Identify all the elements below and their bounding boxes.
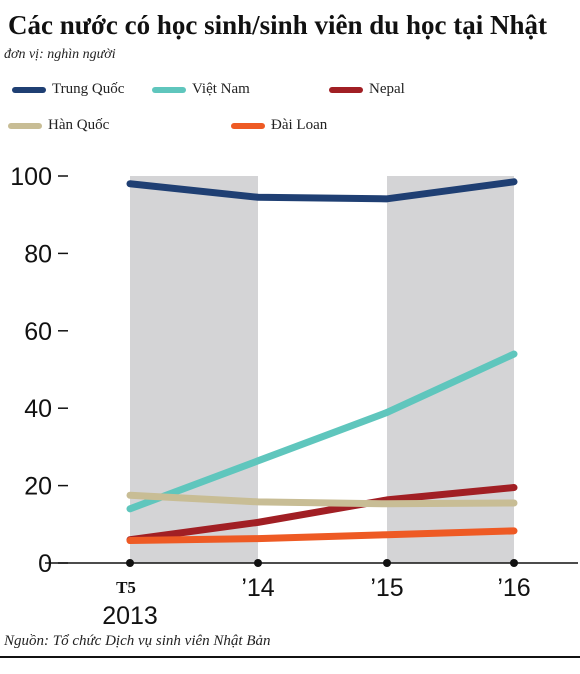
legend-label: Nepal <box>369 81 405 97</box>
x-tick-label-bottom-0: 2013 <box>102 602 158 630</box>
series-line-3 <box>126 491 518 508</box>
x-tick-label-top-2: ’15 <box>370 574 403 602</box>
legend-swatch <box>152 87 186 93</box>
legend-swatch <box>8 123 42 129</box>
series-line-1 <box>126 350 518 513</box>
legend-label: Trung Quốc <box>52 81 125 97</box>
y-tick-label-60: 60 <box>24 318 52 346</box>
series-line-2 <box>126 484 518 544</box>
y-tick-label-100: 100 <box>10 163 52 191</box>
legend-label: Hàn Quốc <box>48 117 110 133</box>
chart-title: Các nước có học sinh/sinh viên du học tạ… <box>8 10 547 40</box>
y-tick-label-40: 40 <box>24 395 52 423</box>
unit-note: đơn vị: nghìn người <box>4 47 116 62</box>
bottom-rule <box>0 656 580 658</box>
x-tick-dot-1 <box>254 559 262 567</box>
series-line-4 <box>126 527 518 545</box>
x-tick-dot-2 <box>383 559 391 567</box>
y-tick-label-80: 80 <box>24 240 52 268</box>
legend-swatch <box>12 87 46 93</box>
x-tick-label-top-0: T5 <box>116 578 136 597</box>
x-tick-dot-0 <box>126 559 134 567</box>
x-tick-label-top-1: ’14 <box>241 574 274 602</box>
series-line-0 <box>126 178 518 203</box>
y-tick-label-20: 20 <box>24 473 52 501</box>
x-tick-label-top-3: ’16 <box>497 574 530 602</box>
line-chart: 0 20 40 60 80 100 T5 2013 ’14 ’15 ’16 <box>10 163 578 630</box>
legend-swatch <box>231 123 265 129</box>
y-tick-label-0: 0 <box>38 550 52 578</box>
legend-swatch <box>329 87 363 93</box>
x-tick-dot-3 <box>510 559 518 567</box>
source-note: Nguồn: Tổ chức Dịch vụ sinh viên Nhật Bả… <box>4 633 271 649</box>
legend-label: Đài Loan <box>271 117 328 133</box>
legend-label: Việt Nam <box>192 81 250 97</box>
